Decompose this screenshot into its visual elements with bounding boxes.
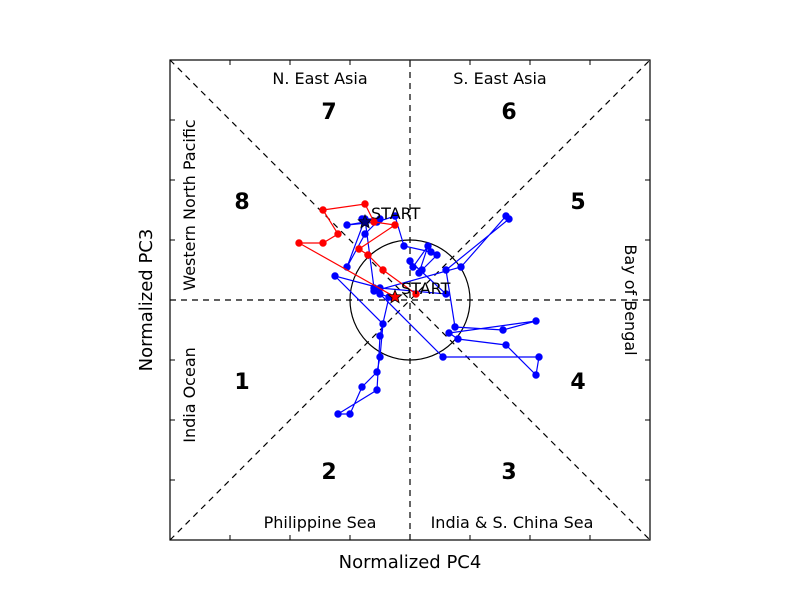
region-label-bay-of-bengal: Bay of Bengal bbox=[621, 244, 640, 355]
series-point bbox=[334, 410, 342, 418]
series-point bbox=[406, 257, 414, 265]
start-label: START bbox=[401, 279, 451, 298]
series-point bbox=[442, 290, 450, 298]
series-point bbox=[412, 290, 420, 298]
series-point bbox=[346, 410, 354, 418]
series-point bbox=[373, 368, 381, 376]
series-point bbox=[334, 230, 342, 238]
series-point bbox=[343, 221, 351, 229]
series-point bbox=[364, 251, 372, 259]
data-series: START START bbox=[295, 200, 543, 418]
series-point bbox=[319, 239, 327, 247]
start-label: START bbox=[371, 204, 421, 223]
series-point bbox=[439, 353, 447, 361]
region-label-n-east-asia: N. East Asia bbox=[272, 69, 367, 88]
series-point bbox=[376, 332, 384, 340]
series-point bbox=[433, 251, 441, 259]
series-point bbox=[499, 326, 507, 334]
series-point bbox=[505, 215, 513, 223]
series-point bbox=[361, 200, 369, 208]
plot-frame bbox=[169, 59, 651, 541]
series-point bbox=[502, 341, 510, 349]
phase-number-2: 2 bbox=[321, 460, 336, 485]
phase-number-8: 8 bbox=[234, 190, 249, 215]
start-star-marker bbox=[387, 288, 403, 304]
phase-numbers: 1 2 3 4 5 6 7 8 bbox=[234, 100, 585, 485]
series-point bbox=[358, 383, 366, 391]
series-point bbox=[355, 245, 363, 253]
series-point bbox=[532, 371, 540, 379]
series-1: START bbox=[331, 204, 543, 418]
region-label-s-east-asia: S. East Asia bbox=[453, 69, 546, 88]
series-point bbox=[424, 242, 432, 250]
region-label-india-s-china-sea: India & S. China Sea bbox=[431, 513, 594, 532]
series-point bbox=[391, 221, 399, 229]
series-2: START bbox=[295, 200, 451, 304]
series-point bbox=[376, 290, 384, 298]
series-point bbox=[532, 317, 540, 325]
series-point bbox=[409, 263, 417, 271]
diagonal-line-descending bbox=[169, 59, 651, 541]
reference-lines bbox=[169, 59, 651, 541]
start-star-marker bbox=[357, 213, 373, 229]
phase-number-1: 1 bbox=[234, 370, 249, 395]
phase-number-3: 3 bbox=[501, 460, 516, 485]
series-point bbox=[379, 320, 387, 328]
series-point bbox=[373, 386, 381, 394]
series-point bbox=[445, 329, 453, 337]
phase-number-5: 5 bbox=[570, 190, 585, 215]
series-point bbox=[295, 239, 303, 247]
phase-number-6: 6 bbox=[501, 100, 516, 125]
series-point bbox=[379, 266, 387, 274]
series-point bbox=[391, 212, 399, 220]
x-axis-label: Normalized PC4 bbox=[339, 552, 482, 573]
region-label-western-north-pacific: Western North Pacific bbox=[180, 119, 199, 290]
unit-circle bbox=[349, 239, 471, 361]
series-point bbox=[457, 263, 465, 271]
series-point bbox=[376, 215, 384, 223]
series-point bbox=[370, 218, 378, 226]
series-point bbox=[331, 272, 339, 280]
series-point bbox=[376, 353, 384, 361]
region-label-philippine-sea: Philippine Sea bbox=[264, 513, 377, 532]
series-point bbox=[427, 248, 435, 256]
series-point bbox=[361, 230, 369, 238]
diagonal-line-ascending bbox=[169, 59, 651, 541]
series-point bbox=[451, 323, 459, 331]
phase-number-4: 4 bbox=[570, 370, 585, 395]
series-point bbox=[319, 206, 327, 214]
y-axis-label: Normalized PC3 bbox=[136, 229, 157, 372]
series-point bbox=[442, 266, 450, 274]
series-point bbox=[454, 335, 462, 343]
series-point bbox=[400, 242, 408, 250]
series-point bbox=[415, 269, 423, 277]
region-label-india-ocean: India Ocean bbox=[180, 347, 199, 443]
phase-number-7: 7 bbox=[321, 100, 336, 125]
series-point bbox=[535, 353, 543, 361]
